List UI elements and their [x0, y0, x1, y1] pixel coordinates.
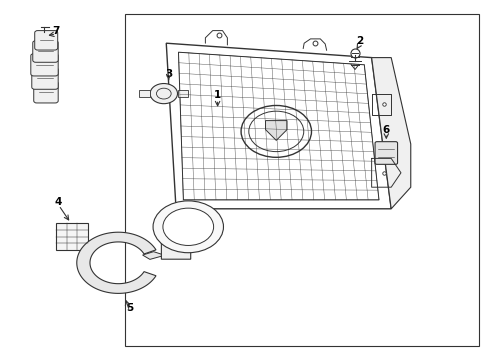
Polygon shape: [77, 232, 156, 293]
Polygon shape: [371, 58, 410, 209]
Text: 7: 7: [52, 26, 60, 36]
Bar: [124, 14, 478, 346]
Text: 5: 5: [126, 303, 133, 313]
Text: 6: 6: [382, 125, 389, 135]
Text: 2: 2: [355, 36, 362, 46]
Text: 3: 3: [165, 69, 172, 79]
FancyBboxPatch shape: [374, 141, 397, 164]
Polygon shape: [265, 121, 286, 140]
Polygon shape: [139, 90, 150, 97]
FancyBboxPatch shape: [33, 41, 58, 62]
Polygon shape: [56, 223, 88, 250]
FancyBboxPatch shape: [35, 31, 58, 50]
Circle shape: [150, 84, 177, 104]
FancyBboxPatch shape: [34, 81, 58, 103]
Circle shape: [153, 201, 223, 253]
Polygon shape: [177, 90, 188, 97]
Circle shape: [163, 208, 213, 246]
FancyBboxPatch shape: [32, 68, 58, 89]
Text: 1: 1: [214, 90, 221, 100]
Polygon shape: [161, 232, 190, 259]
FancyBboxPatch shape: [31, 54, 58, 76]
Text: 4: 4: [55, 197, 62, 207]
Circle shape: [241, 105, 311, 157]
Polygon shape: [142, 252, 164, 259]
